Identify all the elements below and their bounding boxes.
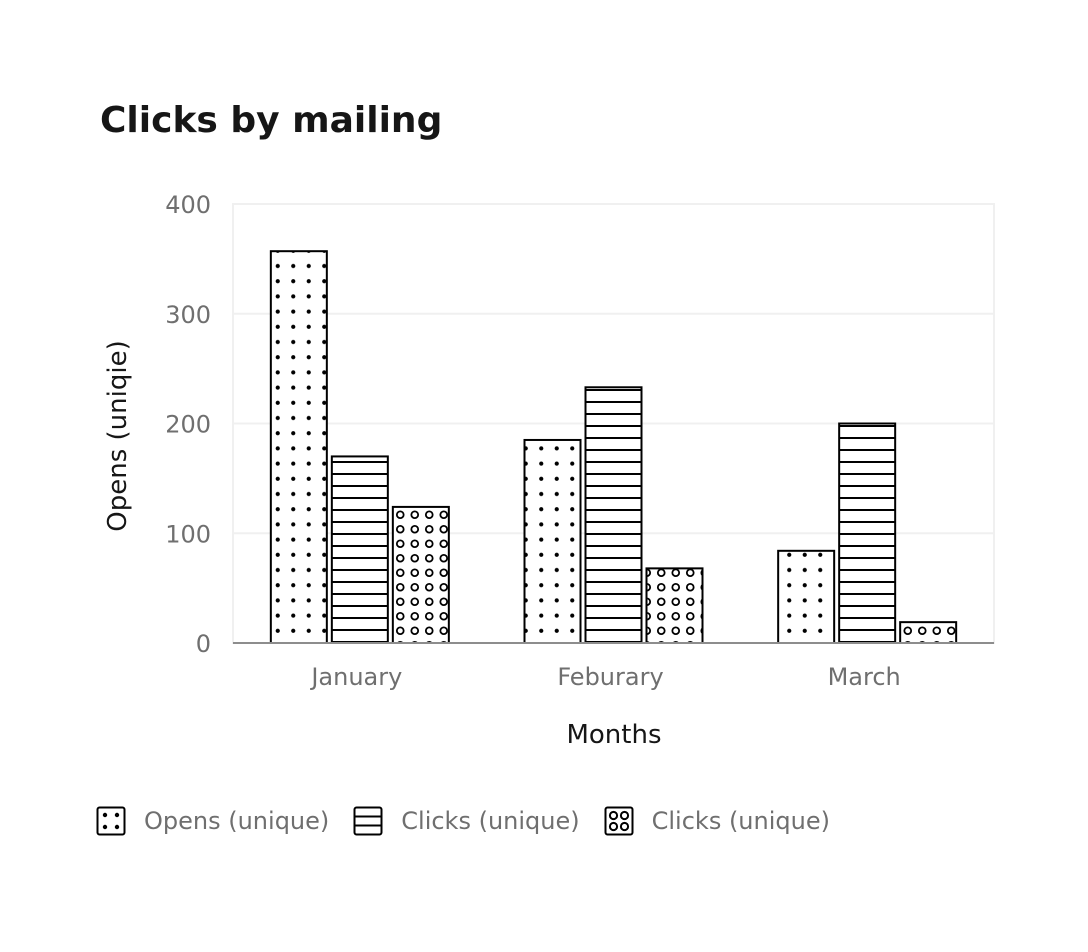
legend-item[interactable]: Opens (unique) [96,806,329,836]
x-axis-title: Months [566,720,661,750]
bar[interactable] [777,549,836,644]
legend-label: Clicks (unique) [651,807,830,835]
bars-layer [269,250,958,645]
y-tick-label: 300 [165,301,211,329]
bar[interactable] [584,386,643,644]
x-tick-label: January [309,663,402,691]
legend-swatch [96,806,126,836]
legend-item[interactable]: Clicks (unique) [604,806,830,836]
legend-item[interactable]: Clicks (unique) [353,806,580,836]
axis-layer: 0 100 200 300 400 January Feburary March [165,191,994,691]
y-tick-label: 400 [165,191,211,219]
bar[interactable] [269,250,328,644]
x-tick-label: March [828,663,901,691]
bar[interactable] [391,505,450,644]
y-tick-label: 100 [165,520,211,548]
legend-label: Opens (unique) [144,807,330,835]
bar[interactable] [523,438,582,644]
bar[interactable] [838,422,897,644]
bar[interactable] [645,567,704,644]
y-tick-label: 0 [196,630,211,658]
legend-swatch [353,806,383,836]
bar[interactable] [899,621,958,645]
chart-title: Clicks by mailing [100,100,443,141]
y-axis-title: Opens (uniqie) [103,340,133,531]
y-tick-label: 200 [165,411,211,439]
bar[interactable] [330,455,389,644]
legend-swatch [604,806,634,836]
legend: Opens (unique) Clicks (unique) Clicks (uni… [96,806,854,836]
legend-label: Clicks (unique) [401,807,580,835]
x-tick-label: Feburary [557,663,663,691]
